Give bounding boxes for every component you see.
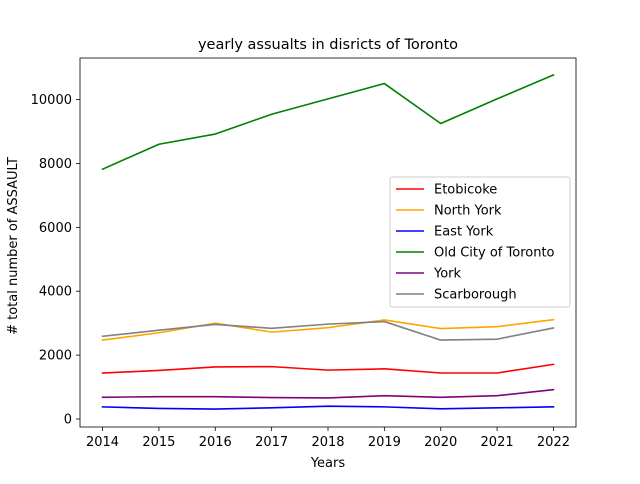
x-tick-label: 2015: [142, 435, 175, 450]
series-layer: [101, 73, 555, 410]
series-line-etobicoke: [101, 363, 555, 374]
x-tick-label: 2021: [481, 435, 514, 450]
plot-frame: [79, 57, 577, 428]
series-line-york: [101, 388, 555, 399]
y-tick-label: 2000: [39, 349, 72, 364]
y-tick-label: 4000: [39, 285, 72, 300]
y-axis: 0 2000 4000 6000 8000 10000: [31, 93, 80, 428]
legend-label: North York: [434, 204, 502, 219]
legend-label: Etobicoke: [434, 183, 497, 198]
legend-box: [389, 176, 571, 308]
y-tick-label: 0: [64, 413, 72, 428]
legend-label: Old City of Toronto: [434, 246, 555, 261]
x-axis: 2014 2015 2016 2017 2018 2019 2020 2021 2022: [86, 427, 570, 450]
y-tick-label: 6000: [39, 221, 72, 236]
legend-label: Scarborough: [434, 288, 517, 303]
series-line-north-york: [101, 318, 555, 341]
series-line-scarborough: [101, 320, 555, 341]
series-line-old-city-of-toronto: [101, 73, 555, 171]
y-axis-label: # total number of ASSAULT: [6, 157, 21, 335]
x-tick-label: 2022: [537, 435, 570, 450]
x-tick-label: 2014: [86, 435, 119, 450]
x-tick-label: 2017: [255, 435, 288, 450]
x-axis-label: Years: [310, 456, 346, 471]
x-tick-label: 2020: [424, 435, 457, 450]
x-tick-label: 2016: [199, 435, 232, 450]
legend: Etobicoke North York East York Old City of …: [389, 176, 571, 308]
y-tick-label: 10000: [31, 93, 72, 108]
chart-title: yearly assualts in disricts of Toronto: [198, 37, 458, 53]
legend-label: East York: [434, 225, 494, 240]
series-line-east-york: [101, 405, 555, 410]
y-tick-label: 8000: [39, 157, 72, 172]
x-tick-label: 2019: [368, 435, 401, 450]
x-tick-label: 2018: [311, 435, 344, 450]
axes-frame: [79, 57, 577, 428]
legend-label: York: [433, 267, 462, 282]
